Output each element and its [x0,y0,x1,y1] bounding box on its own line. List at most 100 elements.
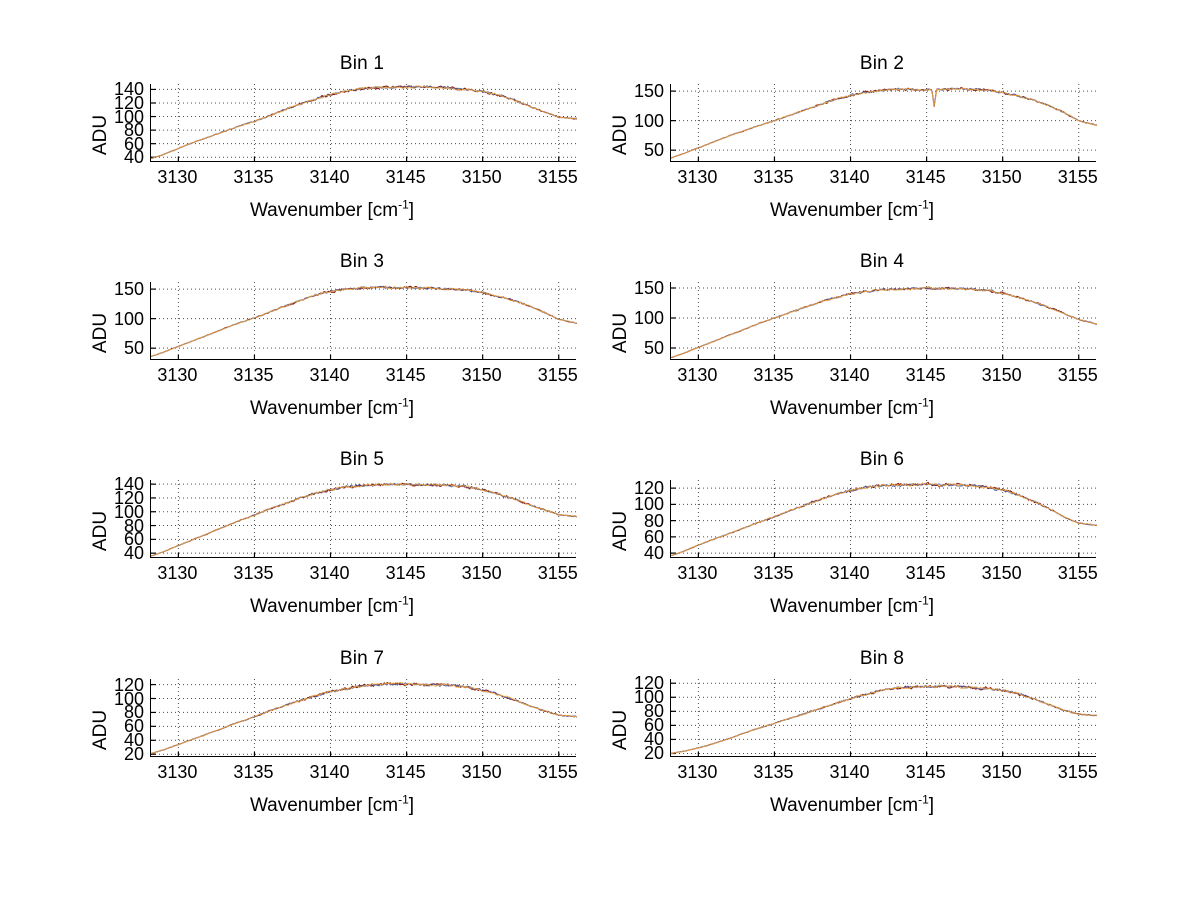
spectrum-trace [671,482,1097,556]
subplot-title: Bin 6 [859,449,905,470]
y-tick-label: 100 [633,308,664,328]
x-tick-labels: 3130 3135 3140 3145 3150 3155 [582,562,1182,588]
spectrum-trace [151,482,577,557]
spectrum-trace [671,684,1097,754]
x-tick-label: 3135 [753,762,794,782]
x-tick-labels: 3130 3135 3140 3145 3150 3155 [582,364,1182,390]
y-tick-label: 120 [113,674,144,695]
spectrum-trace [151,482,577,557]
x-axis-label-text: Wavenumber [cm [249,596,399,617]
y-tick-label: 100 [633,494,664,515]
x-tick-label: 3150 [981,365,1022,385]
x-axis-label-exponent: -1 [918,395,929,410]
x-tick-label: 3155 [1057,365,1098,385]
y-tick-label: 20 [123,744,144,765]
y-tick-label: 50 [643,338,664,358]
subplot-bin-5: Bin 5 ADU 40 60 80 100 120 140 3130 3135 3140 3145 3… [62,448,662,648]
y-tick-label: 100 [113,501,144,522]
plot-area [150,480,577,558]
y-tick-labels: 40 60 80 100 120 140 [62,80,148,166]
x-axis-label-exponent: -1 [398,395,409,410]
y-tick-label: 120 [633,478,664,499]
y-tick-label: 120 [113,92,144,113]
plot-area [150,282,577,360]
x-axis-label: Wavenumber [cm-1] [62,395,602,420]
x-tick-label: 3135 [233,563,274,583]
y-tick-label: 120 [113,487,144,508]
spectrum-trace [671,684,1097,754]
y-tick-labels: 40 60 80 100 120 [582,478,668,562]
x-tick-label: 3130 [157,365,198,385]
x-tick-label: 3155 [537,563,578,583]
x-axis-label-text: Wavenumber [cm [769,596,919,617]
x-tick-label: 3135 [233,365,274,385]
spectrum-trace [671,684,1097,754]
x-tick-label: 3145 [385,167,426,187]
x-tick-label: 3145 [905,563,946,583]
y-tick-label: 60 [123,133,144,154]
y-tick-label: 40 [643,729,664,750]
x-axis-label: Wavenumber [cm-1] [582,593,1122,618]
x-tick-label: 3140 [309,167,350,187]
subplot-bin-4: Bin 4 ADU 50 100 150 3130 3135 3140 3145 3150 3155… [582,250,1182,450]
x-axis-label: Wavenumber [cm-1] [62,199,602,222]
y-tick-labels: 20 40 60 80 100 120 [62,674,148,764]
x-axis-label-exponent: -1 [918,593,929,608]
spectrum-trace [671,481,1097,557]
x-axis-label-bracket: ] [928,398,935,419]
y-tick-label: 80 [643,510,664,531]
y-tick-label: 40 [643,543,664,564]
subplot-title: Bin 7 [339,648,385,669]
spectrum-trace [151,85,577,159]
spectrum-trace [671,87,1097,159]
x-tick-label: 3140 [829,167,870,187]
x-tick-label: 3130 [677,762,718,782]
x-axis-label-bracket: ] [408,398,415,419]
subplot-bin-1: Bin 1 ADU 40 60 80 100 120 140 3130 3135 3140 3145 3… [62,52,662,252]
x-tick-label: 3140 [829,563,870,583]
spectrum-trace [151,285,577,357]
x-axis-label: Wavenumber [cm-1] [582,794,1122,817]
y-tick-label: 150 [633,81,664,102]
x-tick-label: 3130 [157,762,198,782]
x-tick-label: 3140 [309,762,350,782]
x-tick-labels: 3130 3135 3140 3145 3150 3155 [62,364,662,390]
x-tick-label: 3145 [385,563,426,583]
subplot-bin-2: Bin 2 ADU 50 100 150 3130 3135 3140 3145 3150 3155… [582,52,1182,252]
y-tick-label: 100 [113,308,144,329]
x-tick-label: 3150 [981,563,1022,583]
y-tick-label: 100 [113,106,144,127]
subplot-title: Bin 4 [859,251,905,272]
spectrum-trace [151,681,577,754]
x-tick-labels: 3130 3135 3140 3145 3150 3155 [582,166,1182,192]
y-tick-label: 100 [633,687,664,708]
x-axis-label-bracket: ] [928,596,935,617]
x-tick-label: 3150 [461,167,502,187]
x-axis-label-exponent: -1 [398,792,409,807]
spectrum-trace [151,285,577,357]
y-tick-label: 60 [643,526,664,547]
plot-area [670,679,1097,757]
x-axis-label-text: Wavenumber [cm [249,795,399,816]
spectrum-trace [151,682,577,754]
subplot-title: Bin 8 [859,648,905,669]
x-tick-label: 3150 [981,167,1022,187]
x-tick-label: 3140 [309,365,350,385]
x-tick-label: 3135 [233,762,274,782]
subplot-title: Bin 1 [339,53,385,74]
y-tick-label: 140 [113,474,144,495]
y-tick-label: 80 [123,515,144,536]
x-tick-label: 3135 [233,167,274,187]
x-axis-label-bracket: ] [408,596,415,617]
y-tick-label: 20 [643,743,664,764]
spectrum-trace [671,87,1097,159]
x-axis-label-bracket: ] [408,795,415,816]
x-tick-label: 3145 [905,365,946,385]
x-tick-label: 3140 [829,762,870,782]
x-tick-label: 3145 [385,365,426,385]
y-tick-labels: 50 100 150 [62,280,148,360]
plot-area [670,84,1097,162]
x-tick-labels: 3130 3135 3140 3145 3150 3155 [62,166,662,192]
y-tick-label: 100 [633,110,664,131]
y-tick-label: 40 [123,730,144,751]
